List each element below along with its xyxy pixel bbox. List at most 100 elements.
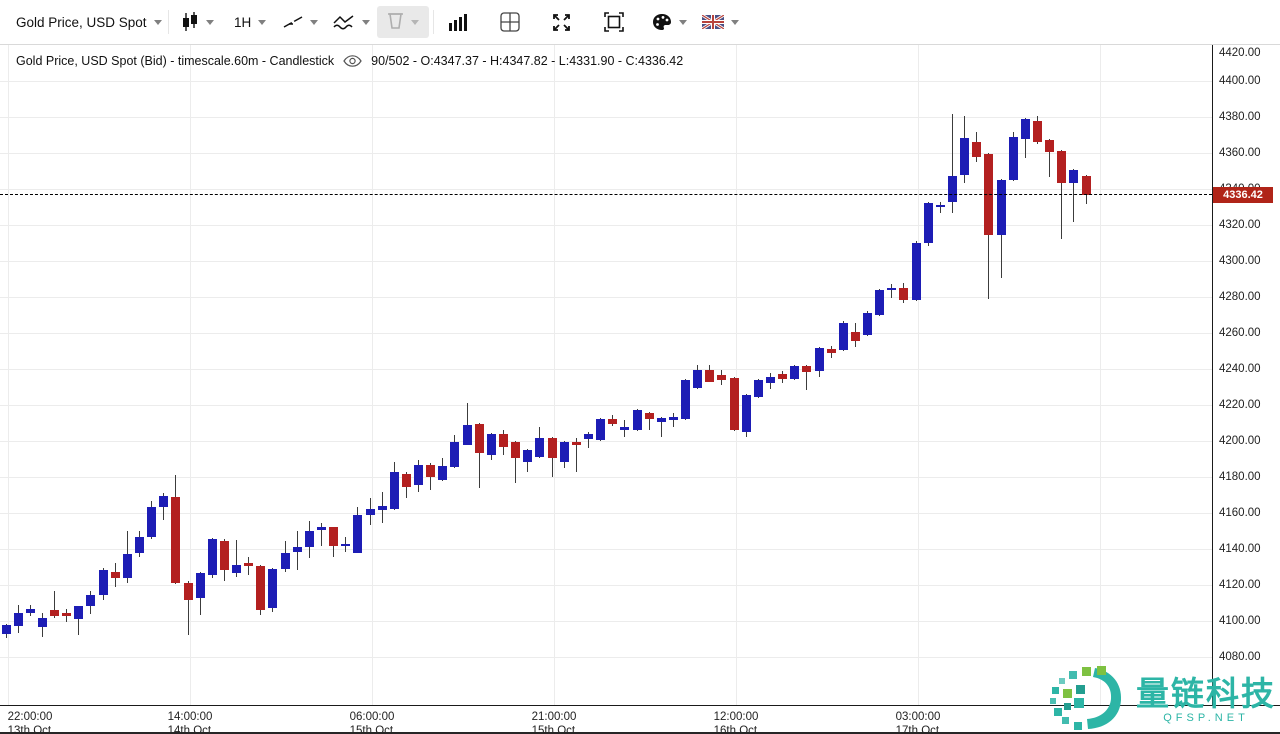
candle-up xyxy=(37,618,47,628)
candle-up xyxy=(535,438,545,458)
candle-up xyxy=(523,450,533,462)
candle-up xyxy=(304,531,314,548)
trendline-icon xyxy=(283,14,303,30)
volume-toggle-button[interactable] xyxy=(449,0,467,44)
candle-wick xyxy=(236,540,238,577)
price-tick-label: 4280.00 xyxy=(1219,291,1261,303)
chevron-down-icon xyxy=(362,19,370,25)
time-tick-label: 22:00:00 13th Oct xyxy=(7,711,53,734)
toolbar-divider xyxy=(433,10,434,34)
uk-flag-icon xyxy=(702,15,724,29)
candle-down xyxy=(1032,120,1042,143)
candle-wick xyxy=(248,557,250,576)
candle-up xyxy=(207,539,217,576)
v-gridline xyxy=(918,45,919,705)
price-tick-label: 4320.00 xyxy=(1219,219,1261,231)
candle-wick xyxy=(939,201,941,214)
time-tick-label: 12:00:00 16th Oct xyxy=(713,711,759,734)
candle-up xyxy=(632,410,642,431)
candle-up xyxy=(450,441,460,468)
time-tick-label: 03:00:00 17th Oct xyxy=(895,711,941,734)
qfsp-logo-icon xyxy=(1050,665,1128,734)
candle-down xyxy=(62,612,72,616)
fullscreen-button[interactable] xyxy=(552,0,571,44)
candle-down xyxy=(50,610,60,617)
candle-down xyxy=(608,419,618,424)
chart-type-button[interactable] xyxy=(181,0,214,44)
candle-down xyxy=(219,540,229,570)
candle-down xyxy=(826,349,836,353)
v-gridline xyxy=(8,45,9,705)
h-gridline xyxy=(0,657,1212,658)
candle-up xyxy=(1008,136,1018,180)
candle-up xyxy=(790,366,800,379)
candle-up xyxy=(838,323,848,351)
candle-wick xyxy=(321,522,322,547)
h-gridline xyxy=(0,621,1212,622)
trendline-tool-button[interactable] xyxy=(283,0,318,44)
chevron-down-icon xyxy=(258,19,267,25)
candle-up xyxy=(389,471,399,510)
candle-up xyxy=(875,289,885,315)
candle-wick xyxy=(187,581,189,636)
candle-wick xyxy=(672,413,674,428)
price-tick-label: 4080.00 xyxy=(1219,651,1261,663)
candle-wick xyxy=(478,423,480,488)
candle-up xyxy=(1,624,11,634)
indicators-icon xyxy=(333,14,355,30)
candle-down xyxy=(547,438,557,459)
candle-down xyxy=(899,288,909,300)
candle-down xyxy=(474,423,484,453)
time-axis-line xyxy=(0,705,1280,706)
candle-up xyxy=(280,552,290,569)
timeframe-selector[interactable]: 1H xyxy=(234,0,267,44)
h-gridline xyxy=(0,369,1212,370)
candle-up xyxy=(1069,170,1079,183)
candle-up xyxy=(292,547,302,552)
candle-up xyxy=(414,465,424,486)
candle-up xyxy=(25,609,35,613)
candle-down xyxy=(705,369,715,382)
candle-up xyxy=(13,612,23,627)
candle-up xyxy=(365,509,375,515)
candle-up xyxy=(863,313,873,335)
symbol-label: Gold Price, USD Spot xyxy=(16,14,147,30)
delete-drawing-button-disabled xyxy=(377,6,429,38)
h-gridline xyxy=(0,405,1212,406)
language-selector[interactable] xyxy=(702,0,739,44)
h-gridline xyxy=(0,81,1212,82)
candle-up xyxy=(923,203,933,243)
candle-wick xyxy=(515,441,517,484)
layout-grid-icon xyxy=(500,12,520,32)
theme-palette-button[interactable] xyxy=(652,0,687,44)
candle-down xyxy=(1057,151,1067,183)
h-gridline xyxy=(0,117,1212,118)
candle-down xyxy=(644,413,654,420)
candle-up xyxy=(98,569,108,595)
price-tick-label: 4180.00 xyxy=(1219,471,1261,483)
candle-wick xyxy=(891,284,893,298)
price-tick-label: 4160.00 xyxy=(1219,507,1261,519)
v-gridline xyxy=(372,45,373,705)
candle-up xyxy=(195,573,205,599)
fit-content-button[interactable] xyxy=(604,0,624,44)
indicators-button[interactable] xyxy=(333,0,370,44)
candle-up xyxy=(147,506,157,538)
h-gridline xyxy=(0,513,1212,514)
layout-grid-button[interactable] xyxy=(500,0,520,44)
candle-up xyxy=(1020,118,1030,139)
price-tick-label: 4300.00 xyxy=(1219,255,1261,267)
candle-wick xyxy=(78,605,80,636)
candle-up xyxy=(232,565,242,574)
chart-plot-area[interactable]: 4420.004400.004380.004360.004340.004320.… xyxy=(0,45,1280,734)
symbol-selector[interactable]: Gold Price, USD Spot xyxy=(16,0,162,44)
price-tick-label: 4200.00 xyxy=(1219,435,1261,447)
candle-wick xyxy=(466,403,468,446)
toolbar: Gold Price, USD Spot 1H xyxy=(0,0,1280,45)
candle-up xyxy=(353,514,363,553)
candle-wick xyxy=(163,493,165,521)
visibility-eye-icon[interactable] xyxy=(343,55,362,67)
candle-up xyxy=(620,426,630,431)
candle-down xyxy=(511,441,521,459)
histogram-icon xyxy=(449,13,467,31)
